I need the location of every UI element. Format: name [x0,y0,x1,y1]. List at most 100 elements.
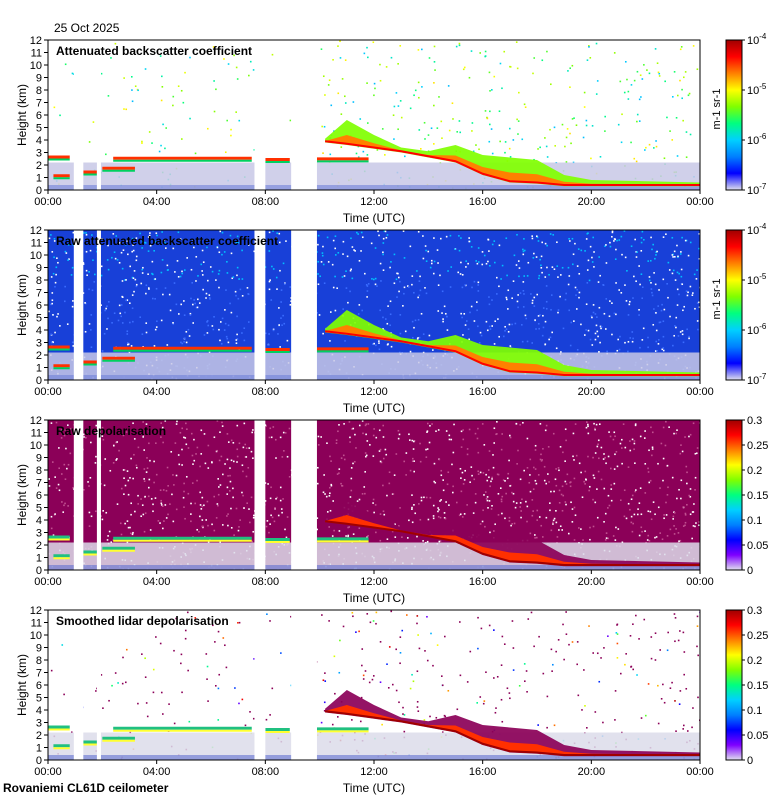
speckle [663,514,665,516]
speckle [537,315,540,317]
speckle [624,341,626,344]
speckle [230,439,233,442]
speckle [556,241,558,244]
speckle [402,706,404,709]
colorbar [725,419,743,571]
speckle [682,309,684,312]
speckle [386,234,389,236]
speckle [346,255,349,258]
cloud-layer-edge [102,739,135,742]
speckle [111,684,113,687]
speckle [268,288,271,291]
speckle [85,436,87,439]
colorbar-tick-label: 10-4 [747,222,767,237]
speckle [503,643,506,645]
speckle [107,317,109,320]
speckle [269,620,271,622]
speckle [286,516,289,518]
speckle [627,502,630,505]
speckle [177,454,180,456]
speckle [340,482,342,485]
speckle [459,467,462,470]
speckle [162,441,164,444]
speckle [332,286,335,289]
speckle [210,238,213,241]
speckle [107,268,110,271]
speckle [558,529,560,531]
speckle [285,240,287,242]
speckle [338,671,341,674]
speckle [401,629,404,632]
speckle [639,346,641,349]
speckle [236,455,239,458]
speckle [126,333,129,335]
speckle [202,526,204,529]
speckle [483,254,486,257]
speckle [94,273,96,276]
speckle [569,132,571,135]
y-tick-label: 10 [30,60,42,72]
panel-title: Raw attenuated backscatter coefficient [56,234,278,248]
speckle [662,457,665,460]
speckle [349,436,351,439]
speckle [379,309,381,312]
speckle [424,287,426,289]
speckle [162,293,164,296]
speckle [190,297,192,300]
speckle [672,344,674,347]
speckle [186,257,188,259]
speckle [316,517,319,519]
speckle [493,427,496,430]
speckle [323,282,326,285]
speckle [620,438,623,441]
speckle [613,431,616,434]
speckle [634,238,636,241]
speckle [580,249,583,252]
panel-title: Raw depolarisation [56,424,166,438]
speckle [486,496,489,498]
speckle [53,240,56,242]
speckle [597,443,599,446]
speckle [569,67,571,70]
speckle [356,231,358,234]
speckle [405,474,407,476]
speckle [142,436,145,438]
speckle [384,230,387,233]
speckle [516,233,518,236]
speckle [464,469,466,472]
speckle [493,442,496,444]
y-tick-label: 11 [31,428,42,440]
speckle [498,335,500,338]
speckle [207,444,210,447]
speckle [373,342,375,345]
speckle [347,534,350,537]
speckle [411,494,413,496]
speckle [195,255,198,258]
speckle [372,343,374,345]
speckle [226,515,228,517]
speckle [218,251,221,254]
speckle [366,536,368,539]
speckle [161,86,164,88]
speckle [483,494,485,496]
speckle [614,258,617,260]
speckle [605,298,608,300]
speckle [252,530,255,533]
speckle [399,507,401,509]
cloud-layer [113,536,252,540]
speckle [267,344,270,346]
speckle [644,463,647,465]
speckle [161,231,163,233]
y-axis-label: Height (km) [15,654,29,716]
speckle [83,489,85,491]
speckle [624,284,626,286]
speckle [345,287,348,289]
speckle [531,235,533,237]
speckle [630,515,633,518]
speckle [691,537,693,540]
speckle [124,484,127,487]
speckle [175,617,177,620]
speckle [533,252,535,255]
speckle [217,273,220,275]
speckle [133,290,135,293]
